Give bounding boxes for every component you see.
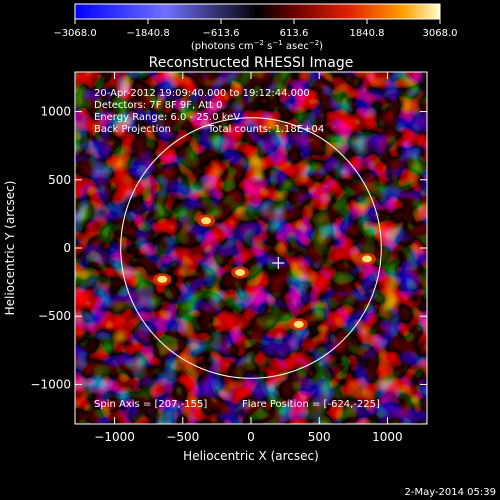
y-tick-label: −500 [38, 309, 71, 323]
heatmap-image [75, 72, 427, 424]
annotation-block: 20-Apr-2012 19:09:40.000 to 19:12:44.000… [94, 88, 380, 410]
colorbar-ticks: −3068.0 −1840.8 −613.6 613.6 1840.8 3068.0 [53, 19, 458, 39]
chart-title: Reconstructed RHESSI Image [149, 55, 354, 71]
colorbar [74, 3, 441, 20]
colorbar-tick-label: −613.6 [202, 28, 239, 39]
y-tick-label: −1000 [30, 377, 71, 391]
x-tick-label: 0 [247, 430, 255, 444]
colorbar-tick-label: 3068.0 [423, 28, 458, 39]
y-tick-label: 0 [63, 241, 71, 255]
bright-sources [153, 214, 376, 331]
colorbar-tick-label: 1840.8 [350, 28, 385, 39]
y-tick-label: 1000 [40, 105, 71, 119]
bright-source-core [235, 269, 246, 277]
bright-source-core [200, 217, 211, 225]
footer-date: 2-May-2014 05:39 [404, 487, 496, 498]
colorbar-tick-label: 613.6 [280, 28, 309, 39]
axis-tick-labels: −1000 −500 0 500 1000 −1000 −500 0 500 1000 [30, 105, 402, 444]
x-axis-label: Heliocentric X (arcsec) [183, 449, 319, 463]
y-axis-label: Heliocentric Y (arcsec) [3, 181, 17, 316]
annotation-counts: Total counts: 1.18E+04 [207, 124, 324, 135]
x-tick-label: 1000 [372, 430, 403, 444]
annotation-detectors: Detectors: 7F 8F 9F, Att 0 [94, 100, 222, 111]
colorbar-tick-label: −3068.0 [53, 28, 96, 39]
crosshair-marker [272, 257, 285, 270]
bright-source-core [361, 255, 372, 263]
colorbar-tick-label: −1840.8 [126, 28, 169, 39]
colorbar-units: (photons cm−2 s−1 asec−2) [191, 39, 323, 52]
annotation-spin-axis: Spin Axis = [207,-155] [94, 399, 207, 410]
annotation-energy: Energy Range: 6.0 - 25.0 keV [94, 112, 240, 123]
annotation-method: Back Projection [94, 124, 171, 135]
y-tick-label: 500 [48, 173, 71, 187]
annotation-time: 20-Apr-2012 19:09:40.000 to 19:12:44.000 [94, 88, 310, 99]
x-tick-label: 500 [308, 430, 331, 444]
axis-ticks [75, 72, 427, 424]
x-tick-label: −500 [166, 430, 199, 444]
bright-source-core [293, 320, 304, 328]
x-tick-label: −1000 [94, 430, 135, 444]
solar-limb-circle [120, 117, 382, 379]
bright-source-core [157, 275, 168, 283]
annotation-flare-position: Flare Position = [-624,-225] [242, 399, 380, 410]
